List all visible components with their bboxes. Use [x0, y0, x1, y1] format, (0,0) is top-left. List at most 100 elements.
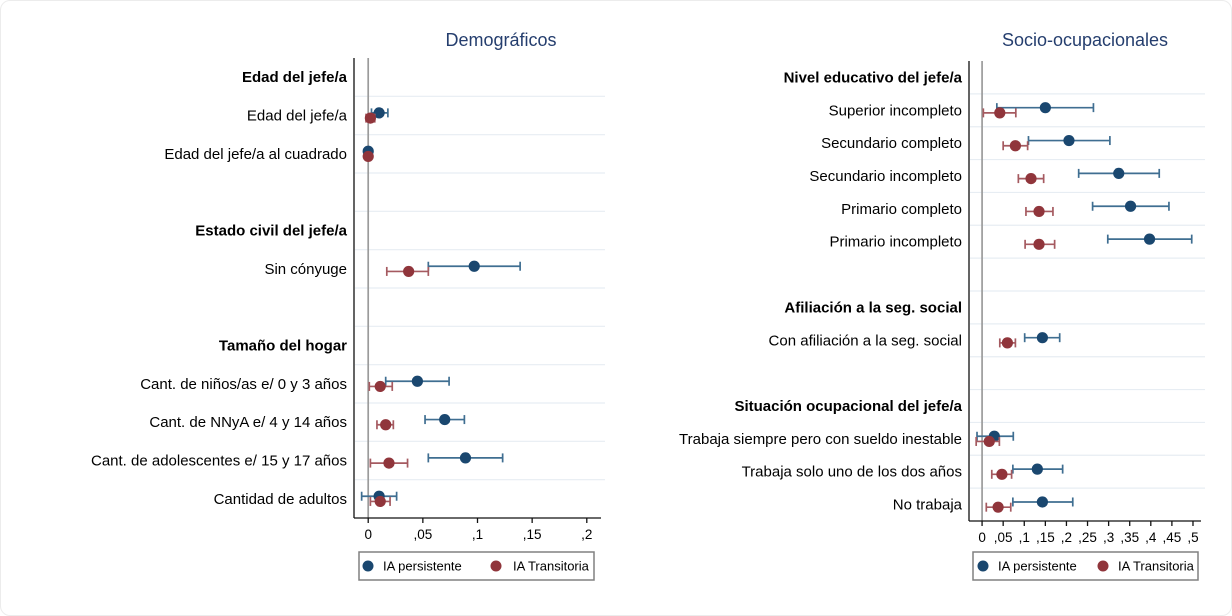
row-label: Trabaja siempre pero con sueldo inestabl… [679, 431, 962, 448]
x-tick-label: ,5 [1187, 530, 1198, 545]
legend-label-transitoria: IA Transitoria [1118, 559, 1195, 574]
row-label: Secundario completo [821, 135, 962, 152]
ci-marker-persistente [1023, 332, 1061, 344]
group-header-label: Situación ocupacional del jefe/a [734, 398, 962, 415]
ci-marker-persistente [1012, 496, 1074, 508]
group-header-label: Estado civil del jefe/a [195, 223, 347, 240]
panel-title: Socio-ocupacionales [1002, 30, 1168, 50]
ci-marker-transitoria [362, 150, 374, 163]
x-tick-label: ,3 [1103, 530, 1114, 545]
point-estimate [1063, 134, 1075, 147]
point-estimate [1036, 332, 1048, 344]
point-estimate [403, 265, 415, 278]
point-estimate [1033, 238, 1045, 250]
x-tick-label: 0 [978, 530, 986, 545]
ci-marker-persistente [427, 452, 504, 464]
point-estimate [1113, 167, 1125, 179]
x-tick-label: 0 [364, 527, 372, 542]
row-label: Edad del jefe/a al cuadrado [164, 146, 347, 163]
row-label: Cant. de adolescentes e/ 15 y 17 años [91, 453, 347, 470]
ci-marker-persistente [1027, 134, 1111, 147]
point-estimate [1025, 173, 1037, 185]
point-estimate [1031, 463, 1043, 475]
x-tick-label: ,45 [1163, 530, 1182, 545]
row-label: Secundario incompleto [809, 168, 962, 185]
group-header-label: Afiliación a la seg. social [784, 299, 962, 316]
x-tick-label: ,2 [581, 527, 592, 542]
row-label: No trabaja [893, 497, 963, 514]
x-tick-label: ,15 [1036, 530, 1055, 545]
ci-marker-transitoria [376, 419, 395, 431]
point-estimate [1001, 337, 1013, 349]
ci-marker-transitoria [975, 435, 1001, 448]
point-estimate [374, 380, 386, 393]
ci-marker-persistente [1091, 200, 1170, 212]
x-tick-label: ,4 [1145, 530, 1157, 545]
point-estimate [380, 419, 392, 431]
panel-title: Demográficos [445, 30, 556, 50]
ci-marker-persistente [370, 107, 389, 119]
row-label: Sin cónyuge [264, 261, 347, 278]
ci-marker-transitoria [369, 495, 391, 508]
group-header-label: Edad del jefe/a [242, 69, 348, 86]
ci-marker-persistente [1012, 463, 1064, 475]
x-tick-label: ,1 [472, 527, 483, 542]
legend-transitoria-icon [490, 560, 502, 572]
ci-marker-transitoria [998, 337, 1017, 349]
x-tick-label: ,1 [1019, 530, 1030, 545]
row-label: Superior incompleto [829, 102, 962, 119]
legend-persistente-icon [977, 560, 989, 572]
point-estimate [383, 457, 395, 469]
point-estimate [1039, 102, 1051, 114]
point-estimate [1036, 496, 1048, 508]
point-estimate [992, 501, 1004, 513]
ci-marker-transitoria [364, 112, 376, 124]
ci-marker-transitoria [990, 468, 1013, 480]
ci-marker-transitoria [1002, 140, 1029, 152]
legend-label-transitoria: IA Transitoria [513, 559, 590, 574]
point-estimate [362, 150, 374, 163]
x-tick-label: ,25 [1078, 530, 1097, 545]
row-label: Primario incompleto [829, 234, 962, 251]
legend-persistente-icon [362, 560, 374, 572]
ci-marker-transitoria [1024, 238, 1056, 250]
point-estimate [439, 413, 451, 426]
group-header-label: Tamaño del hogar [219, 338, 347, 355]
row-label: Con afiliación a la seg. social [769, 332, 962, 349]
point-estimate [996, 468, 1008, 480]
row-label: Cant. de NNyA e/ 4 y 14 años [149, 414, 347, 431]
legend-label-persistente: IA persistente [383, 559, 462, 574]
ci-marker-transitoria [1025, 205, 1054, 218]
legend: IA persistente IA Transitoria [358, 551, 595, 581]
ci-marker-persistente [995, 102, 1095, 114]
x-tick-label: ,05 [994, 530, 1013, 545]
point-estimate [1009, 140, 1022, 152]
ci-marker-persistente [384, 375, 450, 387]
ci-marker-transitoria [1017, 173, 1045, 185]
row-label: Cantidad de adultos [214, 491, 347, 508]
row-label: Cant. de niños/as e/ 0 y 3 años [140, 376, 347, 393]
row-label: Trabaja solo uno de los dos años [742, 464, 962, 481]
x-tick-label: ,15 [523, 527, 542, 542]
x-tick-label: ,35 [1120, 530, 1139, 545]
legend-box [972, 551, 1199, 581]
ci-marker-persistente [1077, 167, 1161, 179]
row-label: Edad del jefe/a [247, 108, 348, 125]
row-label: Primario completo [841, 201, 962, 218]
ci-marker-transitoria [385, 265, 430, 278]
point-estimate [459, 452, 472, 464]
x-tick-label: ,2 [1061, 530, 1072, 545]
ci-marker-transitoria [369, 457, 409, 469]
legend-box [358, 551, 595, 581]
group-header-label: Nivel educativo del jefe/a [784, 69, 963, 86]
point-estimate [411, 375, 423, 387]
ci-marker-transitoria [982, 107, 1017, 119]
point-estimate [374, 495, 386, 508]
panel-demograficos: Demográficos 0 ,05 ,1 ,15 ,2 Edad del jefe/a Ed… [91, 30, 605, 581]
point-estimate [1033, 205, 1045, 218]
point-estimate [1124, 200, 1137, 212]
point-estimate [994, 107, 1006, 119]
ci-marker-transitoria [985, 501, 1012, 513]
